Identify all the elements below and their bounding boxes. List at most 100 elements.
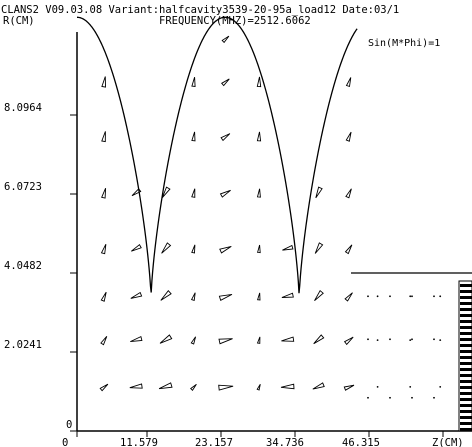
field-arrow [191, 76, 196, 88]
load-stripe [460, 422, 472, 425]
field-dot [411, 295, 413, 298]
field-arrow [190, 292, 196, 301]
load-stripe [460, 338, 472, 341]
y-tick-label: 8.0964 [4, 102, 42, 114]
field-arrow [131, 244, 142, 252]
field-arrow [280, 383, 295, 390]
field-arrow [256, 336, 261, 344]
field-dot [411, 396, 413, 399]
load-stripe [460, 290, 472, 293]
load-stripe [460, 374, 472, 377]
field-arrow [345, 77, 352, 87]
x-tick-label: 23.157 [195, 437, 233, 447]
field-dot [389, 396, 391, 399]
field-arrow [220, 133, 231, 142]
load-stripe [460, 386, 472, 389]
field-arrow [161, 242, 172, 254]
field-arrow [99, 383, 109, 392]
field-arrow [219, 245, 232, 254]
field-arrow [100, 243, 107, 255]
load-stripe [460, 308, 472, 311]
cavity-wall [77, 16, 358, 294]
load-stripe [460, 314, 472, 317]
y-tick-label: 2.0241 [4, 339, 42, 351]
field-dot [409, 386, 412, 388]
field-arrow [256, 383, 261, 391]
field-arrow [343, 384, 355, 391]
field-dot [433, 396, 435, 399]
field-arrow [256, 76, 262, 88]
field-arrow [312, 382, 325, 390]
load-stripe [460, 356, 472, 359]
field-arrow [345, 188, 352, 199]
chart-ylabel: R(CM) [3, 15, 35, 27]
field-arrow [315, 186, 323, 199]
field-arrow [314, 242, 324, 254]
field-arrow [191, 188, 196, 198]
load-stripe [460, 398, 472, 401]
header-title: CLANS2 V09.03.08 Variant:halfcavity3539-… [1, 4, 399, 16]
field-arrow [101, 76, 106, 88]
field-arrow [159, 334, 173, 344]
field-dot [439, 295, 442, 298]
field-arrow [221, 35, 230, 44]
y-ticks [70, 114, 77, 432]
y-tick-label: 0 [66, 419, 72, 431]
field-dot [389, 338, 391, 341]
field-dot [439, 386, 442, 388]
field-arrow [313, 334, 325, 345]
field-dot [389, 295, 391, 298]
x-ticks [76, 431, 444, 437]
cavity-boundary [77, 16, 472, 294]
field-arrow [343, 336, 354, 346]
field-arrow [344, 292, 353, 302]
mode-label: Sin(M*Phi)=1 [368, 38, 440, 49]
load-stripe [460, 416, 472, 419]
load-stripe [460, 326, 472, 329]
x-tick-label: 34.736 [266, 437, 304, 447]
field-arrow [281, 336, 295, 342]
load-stripe [460, 428, 472, 431]
field-arrow [158, 382, 173, 390]
field-dot [409, 339, 412, 341]
field-arrow [130, 291, 143, 299]
field-dot [439, 339, 442, 341]
field-arrow [256, 188, 261, 198]
field-dot [367, 396, 369, 399]
field-arrow [256, 131, 262, 142]
field-arrow [191, 131, 196, 142]
field-arrow [314, 290, 324, 302]
field-dot [367, 338, 369, 341]
field-arrows [99, 35, 442, 399]
field-arrow [345, 131, 352, 142]
field-arrow [131, 188, 142, 197]
field-dot [411, 338, 413, 341]
load-stripe [460, 296, 472, 299]
field-dot [376, 295, 379, 298]
field-arrow [160, 289, 172, 301]
field-arrow [221, 78, 230, 87]
load-stripe [460, 332, 472, 335]
load-stripe [460, 320, 472, 323]
y-tick-label: 6.0723 [4, 181, 42, 193]
field-dot [367, 295, 369, 298]
field-arrow [281, 292, 294, 298]
field-dot [376, 386, 379, 388]
field-arrow [190, 383, 197, 391]
x-tick-label: 0 [62, 437, 68, 447]
field-arrow [130, 335, 143, 343]
load-stripe [460, 284, 472, 287]
field-arrow [218, 293, 233, 301]
load-stripe [460, 392, 472, 395]
field-dot [433, 295, 435, 298]
field-arrow [101, 188, 107, 199]
load-stripe [460, 302, 472, 305]
field-arrow [190, 336, 197, 345]
field-arrow [161, 186, 171, 198]
field-arrow [282, 244, 294, 251]
load-stripe [460, 380, 472, 383]
load-stripe [460, 404, 472, 407]
field-arrow [101, 131, 106, 143]
x-tick-label: 11.579 [120, 437, 158, 447]
